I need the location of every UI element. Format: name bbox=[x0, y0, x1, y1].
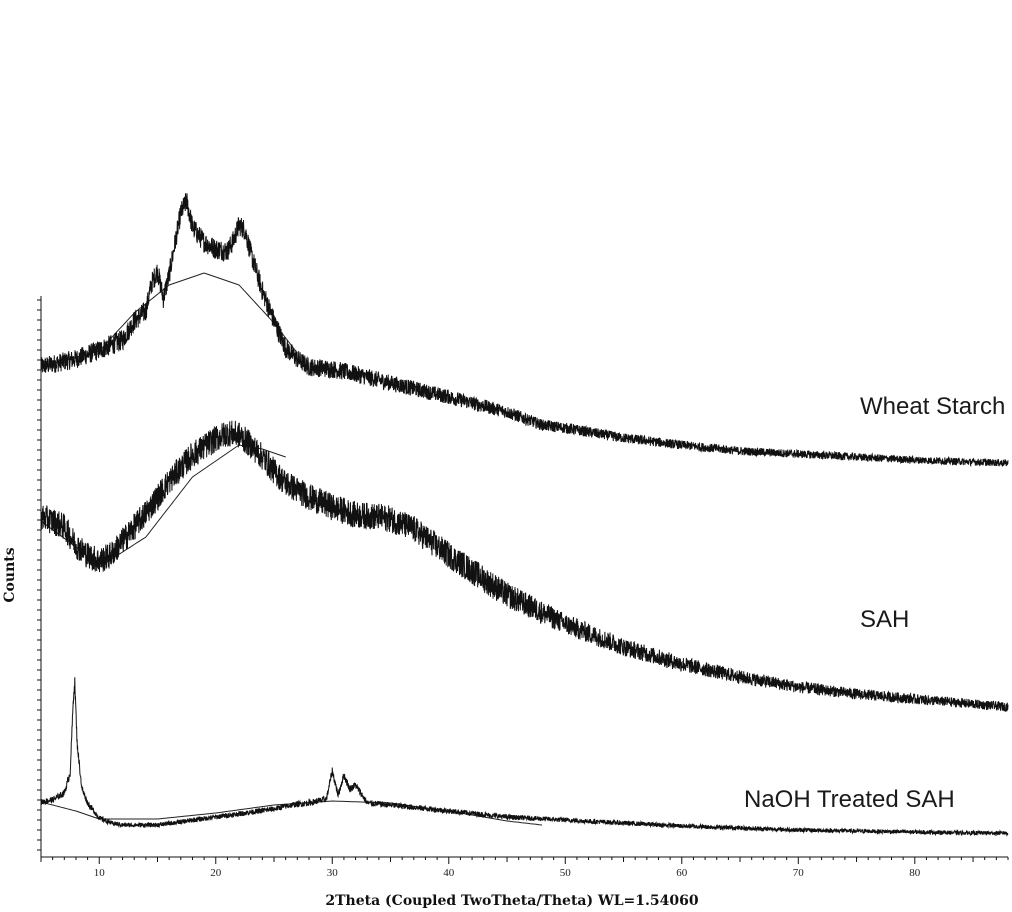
x-tick-label: 30 bbox=[327, 867, 339, 879]
x-tick-label: 50 bbox=[560, 867, 572, 879]
axes: 10 20 30 40 50 60 70 80 bbox=[37, 296, 1009, 879]
series-label-sah: SAH bbox=[860, 606, 909, 633]
y-axis-ticks bbox=[37, 299, 41, 851]
series-label-wheat-starch: Wheat Starch bbox=[860, 393, 1005, 420]
y-axis-title: Counts bbox=[2, 547, 18, 602]
plot-area bbox=[40, 193, 1009, 837]
series-line-naoh-treated-sah bbox=[40, 677, 1009, 837]
x-tick-label: 60 bbox=[676, 867, 688, 879]
series-line-wheat-starch bbox=[40, 193, 1009, 468]
x-tick-label: 40 bbox=[443, 867, 455, 879]
x-tick-label: 20 bbox=[210, 867, 222, 879]
x-tick-label: 80 bbox=[909, 867, 921, 879]
series-line-sah bbox=[40, 420, 1009, 712]
x-tick-label: 10 bbox=[94, 867, 106, 879]
x-axis-title: 2Theta (Coupled TwoTheta/Theta) WL=1.540… bbox=[325, 893, 698, 909]
x-tick-label: 70 bbox=[793, 867, 805, 879]
x-axis-ticks: 10 20 30 40 50 60 70 80 bbox=[40, 857, 1009, 879]
series-label-naoh-treated-sah: NaOH Treated SAH bbox=[744, 786, 955, 813]
